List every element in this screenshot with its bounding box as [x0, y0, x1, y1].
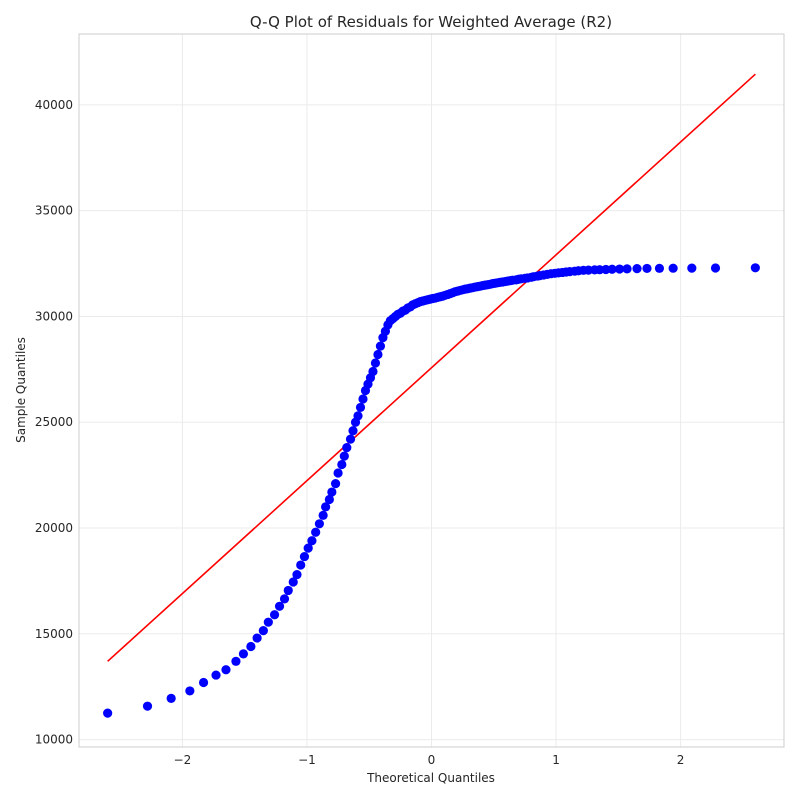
data-point	[198, 677, 209, 688]
y-tick-label: 20000	[35, 521, 73, 535]
data-point	[296, 560, 306, 570]
y-tick-label: 40000	[35, 98, 73, 112]
data-point	[269, 610, 280, 620]
data-point	[345, 434, 356, 444]
data-point	[142, 701, 153, 711]
plot-frame	[78, 33, 785, 748]
y-tick-label: 10000	[35, 733, 73, 747]
data-point	[348, 426, 358, 436]
data-point	[339, 451, 349, 461]
x-tick-label: 0	[428, 753, 436, 767]
data-point	[614, 264, 625, 274]
data-point	[318, 510, 328, 520]
data-point	[311, 527, 321, 537]
data-point	[238, 649, 249, 659]
data-point	[299, 551, 310, 562]
chart-title: Q-Q Plot of Residuals for Weighted Avera…	[250, 13, 612, 31]
data-point	[342, 443, 352, 453]
y-tick-label: 25000	[35, 415, 73, 429]
data-point	[258, 626, 268, 636]
tick-labels: −2 −1 0 1 2 10000 15000 20000 25000 30000 35000 400…	[35, 98, 685, 767]
data-point	[330, 478, 341, 489]
data-point	[221, 665, 231, 675]
data-point	[622, 264, 632, 274]
data-point	[370, 358, 381, 368]
reference-line	[107, 73, 756, 662]
data-point	[333, 468, 343, 478]
data-point	[321, 502, 331, 512]
grid-lines	[79, 34, 784, 747]
y-tick-label: 30000	[35, 309, 73, 323]
data-point	[353, 411, 363, 421]
data-point	[710, 263, 721, 273]
y-tick-label: 35000	[35, 204, 73, 218]
data-point	[185, 686, 195, 696]
data-points	[103, 263, 760, 718]
x-tick-label: 2	[677, 753, 685, 767]
data-point	[632, 264, 642, 274]
data-point	[327, 487, 337, 497]
data-point	[283, 585, 293, 596]
x-tick-label: −2	[174, 753, 192, 767]
data-point	[303, 543, 313, 553]
x-tick-label: 1	[552, 753, 560, 767]
data-point	[231, 656, 241, 666]
data-point	[373, 349, 383, 360]
data-point	[292, 569, 302, 580]
data-point	[375, 341, 386, 351]
data-point	[314, 519, 324, 529]
y-axis-label: Sample Quantiles	[14, 337, 28, 443]
data-point	[288, 577, 298, 587]
data-point	[337, 459, 347, 470]
data-point	[668, 263, 678, 273]
data-point	[687, 263, 697, 273]
data-point	[307, 536, 317, 546]
data-point	[263, 617, 273, 627]
data-point	[279, 594, 290, 604]
data-point	[211, 670, 221, 680]
data-point	[246, 641, 256, 652]
data-point	[252, 633, 262, 643]
data-point	[642, 263, 652, 274]
data-point	[358, 394, 368, 404]
reference-line-group	[107, 73, 756, 662]
data-point	[103, 708, 113, 718]
data-point	[750, 263, 760, 273]
data-point	[607, 264, 617, 274]
data-point	[166, 693, 176, 703]
data-point	[324, 494, 334, 505]
x-axis-label: Theoretical Quantiles	[366, 771, 495, 785]
data-point	[274, 601, 285, 611]
data-point	[355, 402, 366, 413]
x-tick-label: −1	[298, 753, 316, 767]
data-point	[368, 366, 378, 377]
data-point	[654, 263, 665, 273]
y-tick-label: 15000	[35, 627, 73, 641]
